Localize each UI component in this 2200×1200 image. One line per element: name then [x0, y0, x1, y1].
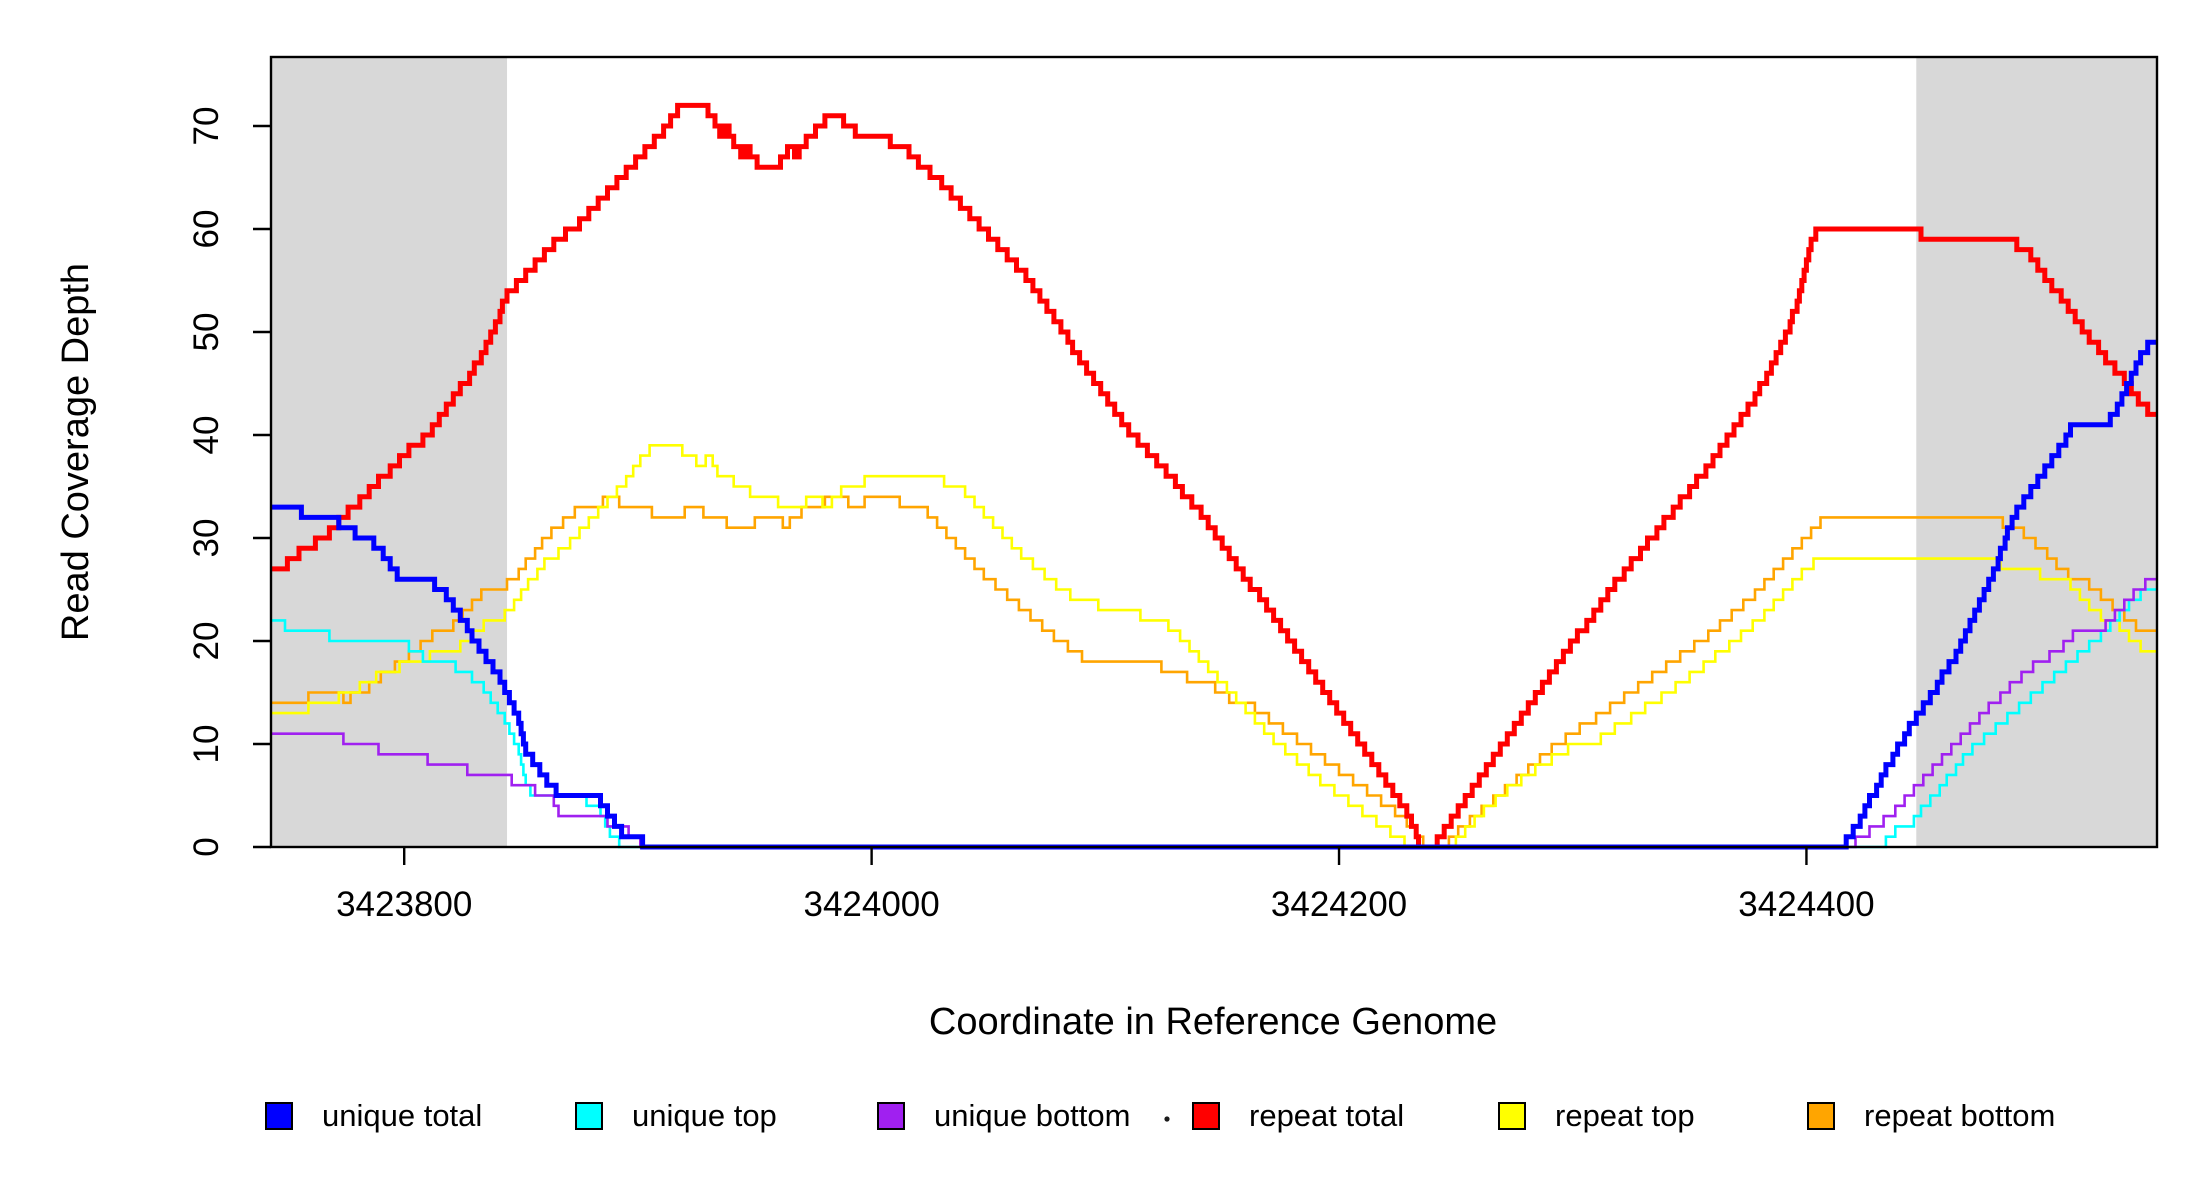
x-tick-label: 3424200 — [1271, 885, 1407, 924]
series-repeat-top — [271, 444, 2157, 849]
legend-label: unique bottom — [934, 1098, 1130, 1133]
legend-swatch-unique-bottom — [877, 1102, 905, 1130]
y-tick-label: 70 — [187, 107, 226, 146]
axes-layer: 3423800 3424000 3424200 3424400 0 10 20 30 40 50 6… — [187, 55, 2159, 924]
y-tick-label: 20 — [187, 622, 226, 661]
legend-swatch-repeat-total — [1192, 1102, 1220, 1130]
legend-swatch-repeat-bottom — [1807, 1102, 1835, 1130]
legend-label: repeat total — [1249, 1098, 1404, 1133]
legend-label: unique total — [322, 1098, 482, 1133]
shaded-region-right-flank — [1916, 57, 2157, 847]
legend-swatch-unique-total — [265, 1102, 293, 1130]
series-unique-bottom — [271, 577, 2157, 849]
stray-dot-artifact — [1164, 1116, 1170, 1122]
y-tick-label: 50 — [187, 313, 226, 352]
y-tick-label: 40 — [187, 416, 226, 455]
legend-item-repeat-bottom: repeat bottom — [1807, 1098, 2055, 1133]
shaded-region-left-flank — [271, 57, 508, 847]
series-layer — [271, 102, 2157, 850]
legend-item-unique-top: unique top — [575, 1098, 777, 1133]
legend: unique total unique top unique bottom repea… — [265, 1098, 2055, 1133]
legend-item-repeat-top: repeat top — [1498, 1098, 1695, 1133]
y-tick-label: 30 — [187, 519, 226, 558]
legend-item-unique-total: unique total — [265, 1098, 482, 1133]
y-tick-label: 10 — [187, 725, 226, 764]
series-repeat-bottom — [271, 495, 2157, 849]
x-tick-label: 3423800 — [336, 885, 472, 924]
series-repeat-total — [271, 102, 2157, 850]
x-axis-title: Coordinate in Reference Genome — [929, 1001, 1497, 1043]
legend-label: repeat bottom — [1864, 1098, 2055, 1133]
legend-swatch-unique-top — [575, 1102, 603, 1130]
series-unique-total — [271, 339, 2157, 850]
y-axis-title: Read Coverage Depth — [55, 263, 97, 641]
x-tick-label: 3424000 — [803, 885, 939, 924]
series-unique-top — [271, 588, 2157, 849]
y-tick-label: 60 — [187, 210, 226, 249]
plot-border-box — [269, 55, 2159, 849]
y-tick-label: 0 — [187, 837, 226, 856]
legend-swatch-repeat-top — [1498, 1102, 1526, 1130]
x-tick-label: 3424400 — [1738, 885, 1874, 924]
legend-label: repeat top — [1555, 1098, 1695, 1133]
legend-item-unique-bottom: unique bottom — [877, 1098, 1130, 1133]
legend-label: unique top — [632, 1098, 777, 1133]
legend-item-repeat-total: repeat total — [1192, 1098, 1404, 1133]
